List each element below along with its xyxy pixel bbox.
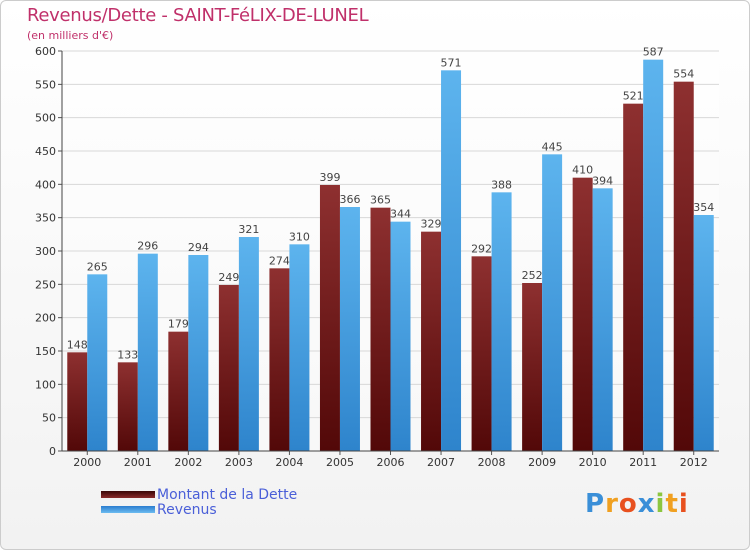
logo-letter: i	[655, 489, 666, 519]
data-label-dette-2007: 329	[421, 218, 442, 231]
bar-revenus-2004	[289, 244, 310, 451]
data-label-dette-2003: 249	[218, 271, 239, 284]
logo-letter: P	[585, 489, 606, 519]
data-label-revenus-2005: 366	[339, 193, 360, 206]
bar-revenus-2007	[441, 70, 462, 451]
bar-revenus-2009	[542, 154, 563, 452]
bar-revenus-2001	[137, 253, 158, 451]
y-tick-label: 100	[35, 378, 56, 391]
data-label-dette-2012: 554	[673, 68, 694, 81]
logo-letter: t	[665, 489, 679, 519]
data-label-dette-2000: 148	[67, 338, 88, 351]
legend-item-revenus: Revenus	[101, 501, 297, 518]
legend-label-revenus: Revenus	[157, 501, 217, 518]
bar-dette-2002	[168, 331, 189, 451]
bar-revenus-2005	[339, 207, 360, 451]
bar-dette-2012	[673, 81, 694, 452]
data-label-revenus-2002: 294	[188, 241, 209, 254]
bar-dette-2010	[572, 177, 593, 451]
bar-dette-2001	[117, 362, 138, 451]
x-tick-label: 2008	[478, 456, 506, 469]
y-tick-label: 50	[42, 412, 56, 425]
logo-letter: x	[637, 489, 656, 519]
chart-subtitle: (en milliers d'€)	[27, 29, 114, 42]
y-tick-label: 300	[35, 245, 56, 258]
data-label-revenus-2006: 344	[390, 208, 411, 221]
bar-revenus-2008	[491, 192, 512, 452]
data-label-revenus-2001: 296	[137, 240, 158, 253]
x-tick-label: 2012	[680, 456, 708, 469]
x-tick-label: 2009	[528, 456, 556, 469]
bar-revenus-2011	[643, 59, 664, 452]
bar-revenus-2003	[238, 237, 259, 451]
proxiti-logo: Proxiti	[585, 489, 689, 519]
y-tick-label: 250	[35, 278, 56, 291]
bar-dette-2011	[623, 103, 644, 452]
logo-letter: r	[605, 489, 619, 519]
legend-swatch-revenus	[101, 506, 155, 513]
x-tick-label: 2010	[579, 456, 607, 469]
data-label-revenus-2009: 445	[542, 140, 563, 153]
x-tick-label: 2002	[174, 456, 202, 469]
logo-letter: o	[618, 489, 638, 519]
bar-dette-2008	[471, 256, 492, 451]
data-label-dette-2006: 365	[370, 194, 391, 207]
data-label-revenus-2010: 394	[592, 174, 613, 187]
y-tick-label: 150	[35, 345, 56, 358]
data-label-dette-2009: 252	[522, 269, 543, 282]
y-tick-label: 400	[35, 178, 56, 191]
x-tick-label: 2011	[629, 456, 657, 469]
x-tick-label: 2001	[124, 456, 152, 469]
data-label-dette-2008: 292	[471, 242, 492, 255]
bar-dette-2005	[319, 185, 340, 451]
bar-dette-2004	[269, 268, 290, 451]
data-label-dette-2010: 410	[572, 164, 593, 177]
bar-dette-2009	[522, 283, 543, 451]
y-tick-label: 500	[35, 112, 56, 125]
data-label-dette-2002: 179	[168, 318, 189, 331]
x-tick-label: 2000	[73, 456, 101, 469]
data-label-revenus-2004: 310	[289, 230, 310, 243]
data-label-revenus-2003: 321	[238, 223, 259, 236]
x-tick-label: 2006	[377, 456, 405, 469]
bar-dette-2000	[67, 352, 88, 451]
bar-dette-2003	[218, 285, 239, 451]
y-tick-label: 600	[35, 45, 56, 58]
y-tick-label: 550	[35, 78, 56, 91]
bar-revenus-2010	[592, 188, 613, 452]
x-tick-label: 2005	[326, 456, 354, 469]
data-label-dette-2005: 399	[319, 171, 340, 184]
x-tick-label: 2004	[275, 456, 303, 469]
y-tick-label: 450	[35, 145, 56, 158]
data-label-revenus-2011: 587	[643, 46, 664, 59]
bar-revenus-2012	[693, 215, 714, 451]
data-label-revenus-2000: 265	[87, 260, 108, 273]
y-tick-label: 0	[49, 445, 56, 458]
data-label-revenus-2007: 571	[441, 56, 462, 69]
y-tick-label: 350	[35, 212, 56, 225]
x-tick-label: 2007	[427, 456, 455, 469]
data-label-dette-2004: 274	[269, 254, 290, 267]
bar-revenus-2002	[188, 255, 209, 451]
legend-swatch-dette	[101, 491, 155, 498]
y-tick-label: 200	[35, 312, 56, 325]
legend-label-dette: Montant de la Dette	[157, 486, 298, 503]
data-label-dette-2001: 133	[117, 348, 138, 361]
x-tick-label: 2003	[225, 456, 253, 469]
data-label-revenus-2012: 354	[693, 201, 714, 214]
bar-dette-2007	[421, 231, 442, 451]
chart-title: Revenus/Dette - SAINT-FéLIX-DE-LUNEL	[27, 5, 369, 26]
data-label-revenus-2008: 388	[491, 178, 512, 191]
logo-letter: i	[678, 489, 689, 519]
bar-dette-2006	[370, 207, 391, 451]
data-label-dette-2011: 521	[623, 90, 644, 103]
legend: Montant de la Dette Revenus	[101, 486, 298, 518]
legend-item-dette: Montant de la Dette	[101, 486, 298, 503]
bar-revenus-2006	[390, 221, 411, 451]
bar-revenus-2000	[87, 274, 108, 451]
